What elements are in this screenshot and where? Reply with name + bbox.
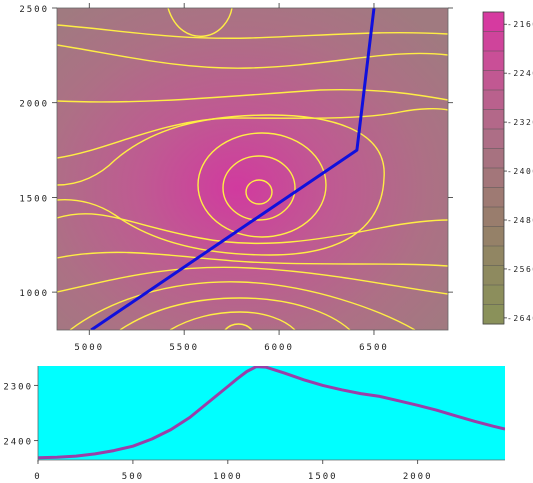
colorbar-tick-label: -2240 — [507, 69, 533, 78]
contour-line — [224, 323, 253, 330]
contour-line — [167, 8, 233, 37]
map-y-tick-label: 2000 — [19, 100, 49, 110]
contour-line — [57, 107, 448, 159]
colorbar-cell — [483, 51, 504, 71]
profile-x-axis: 0 500 1000 1500 2000 — [34, 460, 433, 482]
profile-y-tick-label: 2400 — [3, 438, 33, 448]
contour-line — [57, 88, 448, 103]
colorbar-cell — [483, 168, 504, 188]
profile-x-tick-label: 0 — [34, 472, 41, 482]
contour-line — [119, 297, 351, 330]
colorbar-tick-label: -2160 — [507, 20, 533, 29]
contour-line — [69, 281, 416, 330]
map-y-tick-label: 1000 — [19, 289, 49, 299]
colorbar-cell — [483, 226, 504, 247]
colorbar-tick-label: -2480 — [507, 216, 533, 225]
colorbar-cell — [483, 187, 504, 208]
contour-line — [197, 132, 327, 238]
contour-line — [245, 179, 273, 205]
contour-lines — [57, 8, 448, 330]
map-x-tick-label: 6000 — [264, 343, 294, 353]
low-zone-top — [95, 8, 315, 53]
contour-line — [222, 155, 296, 221]
profile-background — [38, 366, 505, 460]
map-y-axis: 1000 1500 2000 2500 — [19, 5, 453, 299]
colorbar-cell — [483, 265, 504, 286]
well-path-line — [90, 8, 376, 330]
map-y-tick-label: 2500 — [19, 5, 49, 15]
colorbar-cell — [483, 148, 504, 169]
map-x-tick-label: 6500 — [359, 343, 389, 353]
map-frame — [56, 7, 449, 331]
contour-line — [169, 311, 296, 330]
profile-series-line — [38, 366, 505, 460]
colorbar-cell — [483, 109, 504, 130]
map-x-tick-label: 5500 — [169, 343, 199, 353]
contour-line — [57, 266, 448, 295]
profile-x-tick-label: 500 — [122, 472, 144, 482]
colorbar-cell — [483, 246, 504, 266]
map-panel: 5000 5500 6000 6500 1000 1500 2000 2500 — [19, 3, 453, 353]
colorbar-cell — [483, 304, 504, 325]
contour-line — [57, 24, 448, 39]
profile-y-tick-label: 2300 — [3, 382, 33, 392]
low-zone-bottom — [68, 250, 408, 330]
colorbar-cell — [483, 12, 504, 32]
profile-x-tick-label: 2000 — [403, 472, 433, 482]
colorbar-cell — [483, 129, 504, 149]
profile-panel: 0 500 1000 1500 2000 2300 2400 — [3, 366, 505, 482]
profile-x-tick-label: 1000 — [213, 472, 243, 482]
map-y-tick-label: 1500 — [19, 194, 49, 204]
colorbar-tick-label: -2400 — [507, 167, 533, 176]
contour-line — [57, 251, 448, 267]
colorbar-cell — [483, 31, 504, 52]
colorbar-frame — [482, 11, 505, 325]
map-x-tick-label: 5000 — [74, 343, 104, 353]
colorbar-cell — [483, 70, 504, 91]
colorbar-cell — [483, 90, 504, 110]
profile-y-axis: 2300 2400 — [3, 382, 38, 448]
colorbar-cell — [483, 285, 504, 305]
profile-x-tick-label: 1500 — [308, 472, 338, 482]
colorbar-cell — [483, 207, 504, 227]
colorbar-tick-label: -2560 — [507, 265, 533, 274]
contour-line — [57, 44, 448, 69]
contour-line — [57, 213, 448, 245]
map-x-axis: 5000 5500 6000 6500 — [74, 3, 389, 353]
colorbar-tick-label: -2320 — [507, 118, 533, 127]
